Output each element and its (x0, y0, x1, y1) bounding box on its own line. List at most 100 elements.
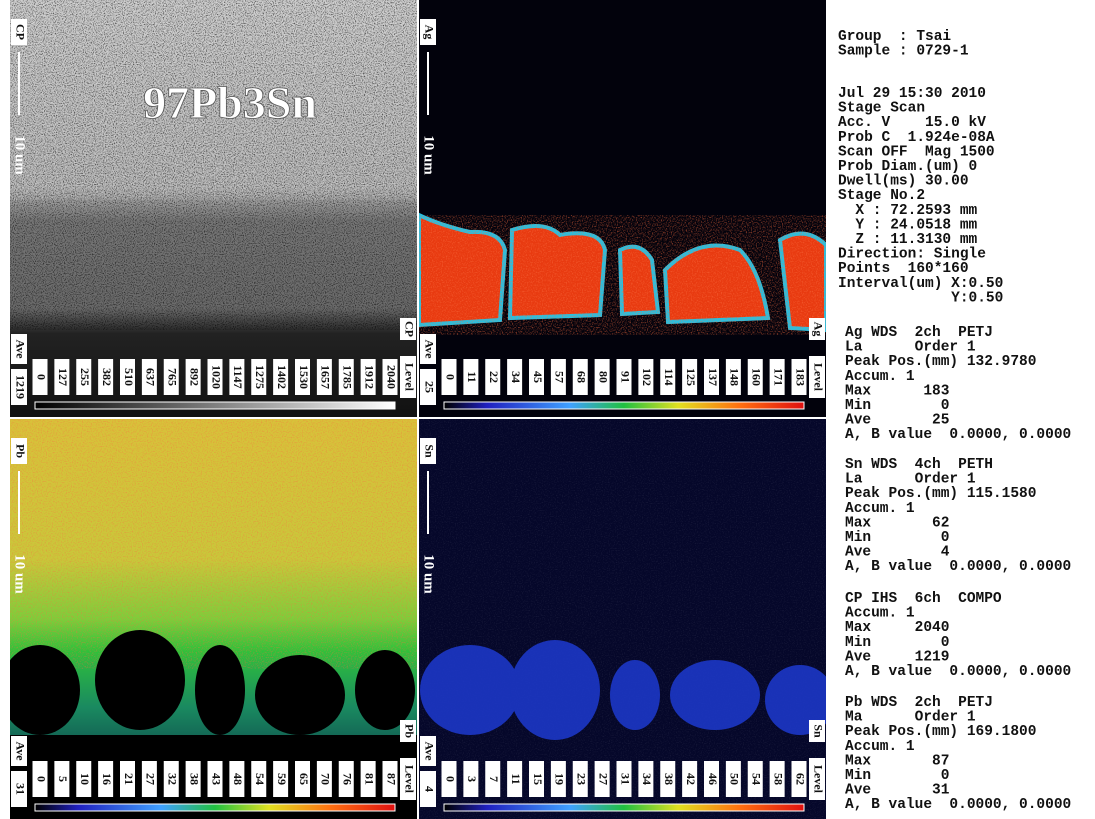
info-line: Max 2040 (845, 620, 949, 636)
colorbar-tick-label: 91 (618, 371, 632, 383)
info-line: Ave 4 (845, 545, 950, 561)
page: EPMA elemental map html, body { margin: … (0, 0, 1095, 819)
colorbar-tick-label: 892 (187, 368, 201, 386)
ave-label: Ave (13, 741, 27, 761)
colorbar-tick-label: 43 (209, 773, 223, 785)
colorbar-tick-label: 3 (465, 776, 479, 782)
info-line: A, B value 0.0000, 0.0000 (845, 797, 1071, 813)
colorbar-tick-label: 1275 (253, 365, 267, 389)
colorbar-tick-label: 48 (231, 773, 245, 785)
colorbar-tick-label: 45 (531, 371, 545, 383)
colorbar-tick-label: 183 (793, 368, 807, 386)
info-line: Acc. V 15.0 kV (838, 115, 986, 131)
colorbar-tick-label: 1785 (341, 365, 355, 389)
info-line: Interval(um) X:0.50 (838, 276, 1003, 292)
colorbar-tick-label: 57 (553, 371, 567, 383)
info-line: Ag WDS 2ch PETJ (845, 325, 993, 341)
corner-label: CP (402, 321, 416, 337)
colorbar-tick-label: 11 (465, 371, 479, 382)
colorbar-tick-label: 42 (684, 773, 698, 785)
colorbar-tick-label: 11 (509, 773, 523, 784)
colorbar (444, 402, 804, 409)
colorbar-tick-label: 171 (771, 368, 785, 386)
colorbar-tick-label: 1402 (275, 365, 289, 389)
ave-label: Ave (422, 339, 436, 359)
body: {"panels": [ {"element": "CP", "scale": … (0, 0, 1095, 819)
info-line: La Order 1 (845, 472, 976, 488)
info-line: Stage Scan (838, 101, 925, 117)
colorbar-tick-label: 382 (100, 368, 114, 386)
colorbar-tick-label: 1912 (362, 365, 376, 389)
colorbar (35, 402, 395, 409)
colorbar-tick-label: 80 (596, 371, 610, 383)
info-line: Dwell(ms) 30.00 (838, 174, 969, 190)
info-line: Max 62 (845, 515, 949, 531)
ave-label: Ave (13, 339, 27, 359)
corner-label: Pb (402, 724, 416, 738)
info-line: A, B value 0.0000, 0.0000 (845, 664, 1071, 680)
colorbar-tick-label: 65 (297, 773, 311, 785)
scale-label: 10 um (421, 554, 437, 594)
scale-label: 10 um (421, 135, 437, 175)
info-line: Pb WDS 2ch PETJ (845, 695, 993, 711)
info-line: Y : 24.0518 mm (838, 217, 978, 233)
info-line: La Order 1 (845, 340, 976, 356)
level-label: Level (402, 363, 416, 392)
info-line: Accum. 1 (845, 606, 915, 622)
info-line: Z : 11.3130 mm (838, 232, 978, 248)
colorbar-tick-label: 5 (56, 776, 70, 782)
colorbar-tick-label: 21 (122, 773, 136, 785)
info-line: Max 183 (845, 383, 949, 399)
info-line: Peak Pos.(mm) 169.1800 (845, 724, 1036, 740)
colorbar-tick-label: 59 (275, 773, 289, 785)
colorbar (444, 804, 804, 811)
colorbar-tick-label: 1530 (297, 365, 311, 389)
element-label: Pb (13, 444, 27, 458)
info-line: Min 0 (845, 635, 949, 651)
info-line: Group : Tsai (838, 29, 951, 45)
colorbar-tick-label: 16 (100, 773, 114, 785)
element-label: Sn (422, 444, 436, 458)
colorbar-tick-label: 27 (144, 773, 158, 785)
colorbar-tick-label: 58 (771, 773, 785, 785)
level-label: Level (811, 363, 825, 392)
info-line: A, B value 0.0000, 0.0000 (845, 427, 1071, 443)
info-line: Sample : 0729-1 (838, 44, 969, 60)
colorbar-tick-label: 1657 (319, 365, 333, 389)
info-line: Min 0 (845, 530, 949, 546)
element-label: Ag (422, 25, 436, 40)
colorbar-tick-label: 637 (144, 368, 158, 386)
colorbar-tick-label: 54 (253, 773, 267, 785)
colorbar-tick-label: 137 (706, 368, 720, 386)
colorbar-tick-label: 38 (662, 773, 676, 785)
colorbar-tick-label: 1020 (209, 365, 223, 389)
map-cp (10, 0, 417, 417)
colorbar-tick-label: 19 (553, 773, 567, 785)
info-line: Ave 1219 (845, 649, 949, 665)
colorbar-tick-label: 160 (750, 368, 764, 386)
scale-label: 10 um (12, 135, 28, 175)
colorbar-tick-label: 0 (34, 776, 48, 782)
info-line: Ma Order 1 (845, 710, 976, 726)
colorbar-tick-label: 54 (750, 773, 764, 785)
ave-value: 4 (422, 786, 436, 792)
info-line: Min 0 (845, 398, 949, 414)
colorbar-tick-label: 15 (531, 773, 545, 785)
map-pb (0, 419, 417, 819)
colorbar-tick-label: 31 (618, 773, 632, 785)
colorbar-tick-label: 34 (509, 371, 523, 383)
colorbar-tick-label: 10 (78, 773, 92, 785)
colorbar-tick-label: 2040 (384, 365, 398, 389)
colorbar-tick-label: 114 (662, 368, 676, 385)
colorbar-tick-label: 81 (362, 773, 376, 785)
colorbar-tick-label: 32 (166, 773, 180, 785)
colorbar-tick-label: 38 (187, 773, 201, 785)
colorbar-tick-label: 0 (34, 374, 48, 380)
info-line: CP IHS 6ch COMPO (845, 591, 1002, 607)
colorbar-tick-label: 87 (384, 773, 398, 785)
colorbar-tick-label: 27 (596, 773, 610, 785)
corner-label: Ag (811, 322, 825, 337)
info-line: Peak Pos.(mm) 132.9780 (845, 354, 1036, 370)
scale-label: 10 um (12, 554, 28, 594)
colorbar-tick-label: 46 (706, 773, 720, 785)
